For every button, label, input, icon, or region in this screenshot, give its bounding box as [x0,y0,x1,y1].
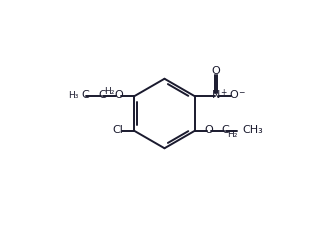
Text: −: − [238,88,244,97]
Text: O: O [229,90,238,101]
Text: O: O [205,125,214,135]
Text: +: + [220,88,226,97]
Text: C: C [98,90,106,101]
Text: H₂: H₂ [105,87,115,96]
Text: C: C [81,90,89,101]
Text: H₂: H₂ [228,131,238,139]
Text: H₃: H₃ [68,91,79,100]
Text: Cl: Cl [112,125,123,135]
Text: N: N [212,90,220,101]
Text: C: C [221,125,229,135]
Text: O: O [114,90,123,101]
Text: O: O [212,67,220,76]
Text: CH₃: CH₃ [243,125,264,135]
